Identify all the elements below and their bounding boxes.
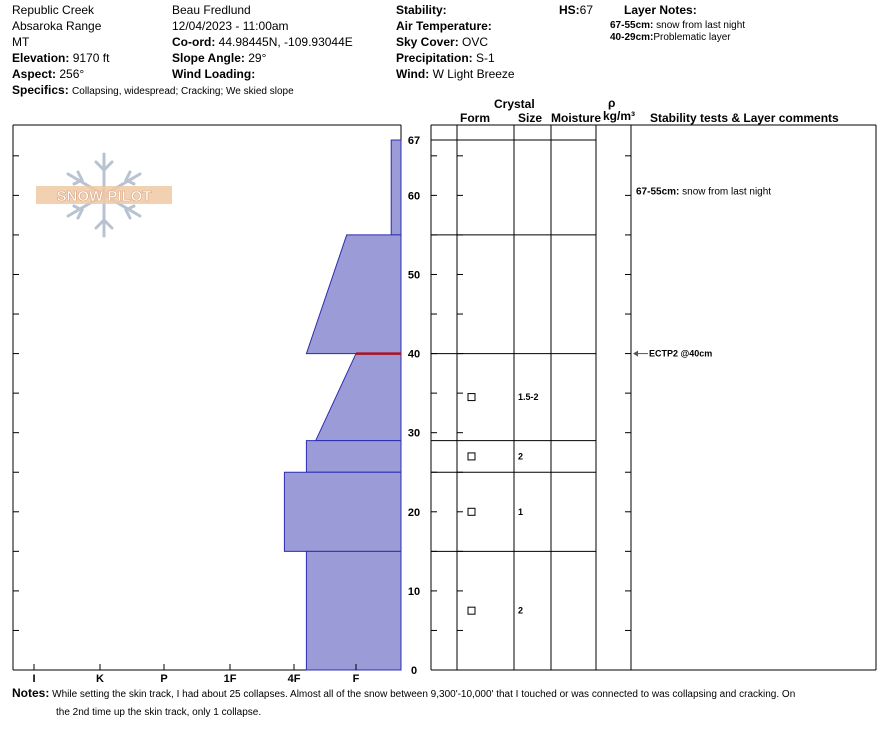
wind-row: Wind: W Light Breeze [396, 67, 515, 81]
wind-label: Wind: [396, 67, 430, 81]
hardness-tick-label-i: I [32, 673, 35, 685]
observation-datetime: 12/04/2023 - 11:00am [172, 19, 289, 33]
coord-label: Co-ord: [172, 35, 216, 49]
layer-note-2-range: 40-29cm: [610, 32, 654, 43]
mountain-range: Absaroka Range [12, 19, 102, 33]
wind-loading-row: Wind Loading: [172, 67, 255, 81]
grain-size-3: 1 [518, 507, 523, 517]
notes-text-line2: the 2nd time up the skin track, only 1 c… [56, 707, 262, 718]
snowpilot-logo: SNOW PILOT [34, 150, 174, 240]
grain-form-icon-4 [467, 606, 476, 615]
coord-row: Co-ord: 44.98445N, -109.93044E [172, 35, 353, 49]
layer-note-1: 67-55cm: snow from last night [610, 20, 745, 31]
hs-value: 67 [579, 3, 594, 17]
depth-tick-label: 40 [408, 349, 420, 361]
slope-value: 29° [248, 51, 267, 65]
hardness-layer-4 [305, 440, 402, 473]
layer-note-1-text: snow from last night [656, 20, 746, 31]
hardness-tick-label-1f: 1F [224, 673, 237, 685]
grain-form-icon-1 [467, 393, 476, 402]
grain-form-icon-3 [467, 507, 476, 516]
wind-value: W Light Breeze [432, 67, 515, 81]
crystal-header: Crystal [494, 97, 535, 111]
stability-row: Stability: [396, 3, 447, 17]
depth-tick-label: 0 [411, 665, 417, 677]
hs-row: HS:67 [559, 3, 593, 17]
hardness-layer-2 [305, 234, 402, 355]
hardness-tick-label-p: P [160, 673, 167, 685]
elevation-value: 9170 ft [72, 51, 110, 65]
location-name: Republic Creek [12, 3, 95, 17]
hardness-layer-3 [314, 353, 402, 442]
depth-tick-label: 20 [408, 507, 420, 519]
layer-note-2-text: Problematic layer [653, 32, 731, 43]
hardness-tick-label-4f: 4F [288, 673, 301, 685]
size-header: Size [518, 111, 543, 125]
moisture-header: Moisture [551, 111, 602, 125]
depth-tick-label: 67 [408, 135, 420, 147]
sky-cover-value: OVC [462, 35, 489, 49]
elevation-row: Elevation: 9170 ft [12, 51, 109, 65]
air-temp-label: Air Temperature: [396, 19, 492, 33]
snowflake-icon: SNOW PILOT [36, 152, 172, 238]
precip-row: Precipitation: S-1 [396, 51, 495, 65]
coord-value: 44.98445N, -109.93044E [218, 35, 353, 49]
specifics-label: Specifics: [12, 83, 69, 97]
hardness-layer-5 [283, 471, 402, 552]
layer-note-2: 40-29cm:Problematic layer [610, 32, 731, 43]
stability-label: Stability: [396, 3, 447, 17]
aspect-row: Aspect: 256° [12, 67, 84, 81]
density-rho-header: ρ [608, 96, 616, 110]
specifics-value: Collapsing, widespread; Cracking; We ski… [72, 86, 294, 97]
layer-comment-1: 67-55cm: snow from last night [636, 186, 771, 197]
air-temp-row: Air Temperature: [396, 19, 492, 33]
hs-label: HS: [559, 3, 580, 17]
precip-value: S-1 [476, 51, 495, 65]
hardness-tick-label-f: F [353, 673, 360, 685]
state: MT [12, 35, 30, 49]
depth-tick-label: 60 [408, 190, 420, 202]
elevation-label: Elevation: [12, 51, 70, 65]
aspect-value: 256° [59, 67, 85, 81]
density-unit-header: kg/m³ [603, 109, 636, 123]
grain-size-1: 1.5-2 [518, 392, 539, 402]
notes-label: Notes: [12, 686, 50, 700]
hardness-layer-6 [305, 550, 402, 671]
grain-size-2: 2 [518, 451, 523, 461]
observer-name: Beau Fredlund [172, 3, 251, 17]
comments-header: Stability tests & Layer comments [650, 111, 839, 125]
specifics-row: Specifics: Collapsing, widespread; Crack… [12, 83, 294, 97]
hardness-layer-1 [390, 139, 402, 236]
form-header: Form [460, 111, 490, 125]
sky-cover-row: Sky Cover: OVC [396, 35, 488, 49]
ectp-arrow-head [633, 350, 638, 357]
logo-text: SNOW PILOT [57, 188, 152, 205]
hardness-tick-label-k: K [96, 673, 104, 685]
notes-text-line1: While setting the skin track, I had abou… [52, 689, 796, 700]
aspect-label: Aspect: [12, 67, 57, 81]
grain-form-icon-2 [467, 452, 476, 461]
notes-section: Notes: While setting the skin track, I h… [12, 684, 880, 722]
layer-note-1-range: 67-55cm: [610, 20, 654, 31]
depth-tick-label: 30 [408, 428, 420, 440]
slope-row: Slope Angle: 29° [172, 51, 266, 65]
depth-tick-label: 50 [408, 269, 420, 281]
layer-notes-title: Layer Notes: [624, 3, 697, 17]
sky-cover-label: Sky Cover: [396, 35, 459, 49]
precip-label: Precipitation: [396, 51, 473, 65]
grain-size-4: 2 [518, 606, 523, 616]
slope-label: Slope Angle: [172, 51, 245, 65]
depth-tick-label: 10 [408, 586, 420, 598]
wind-loading-label: Wind Loading: [172, 67, 256, 81]
stability-test-result: ECTP2 @40cm [649, 349, 712, 359]
